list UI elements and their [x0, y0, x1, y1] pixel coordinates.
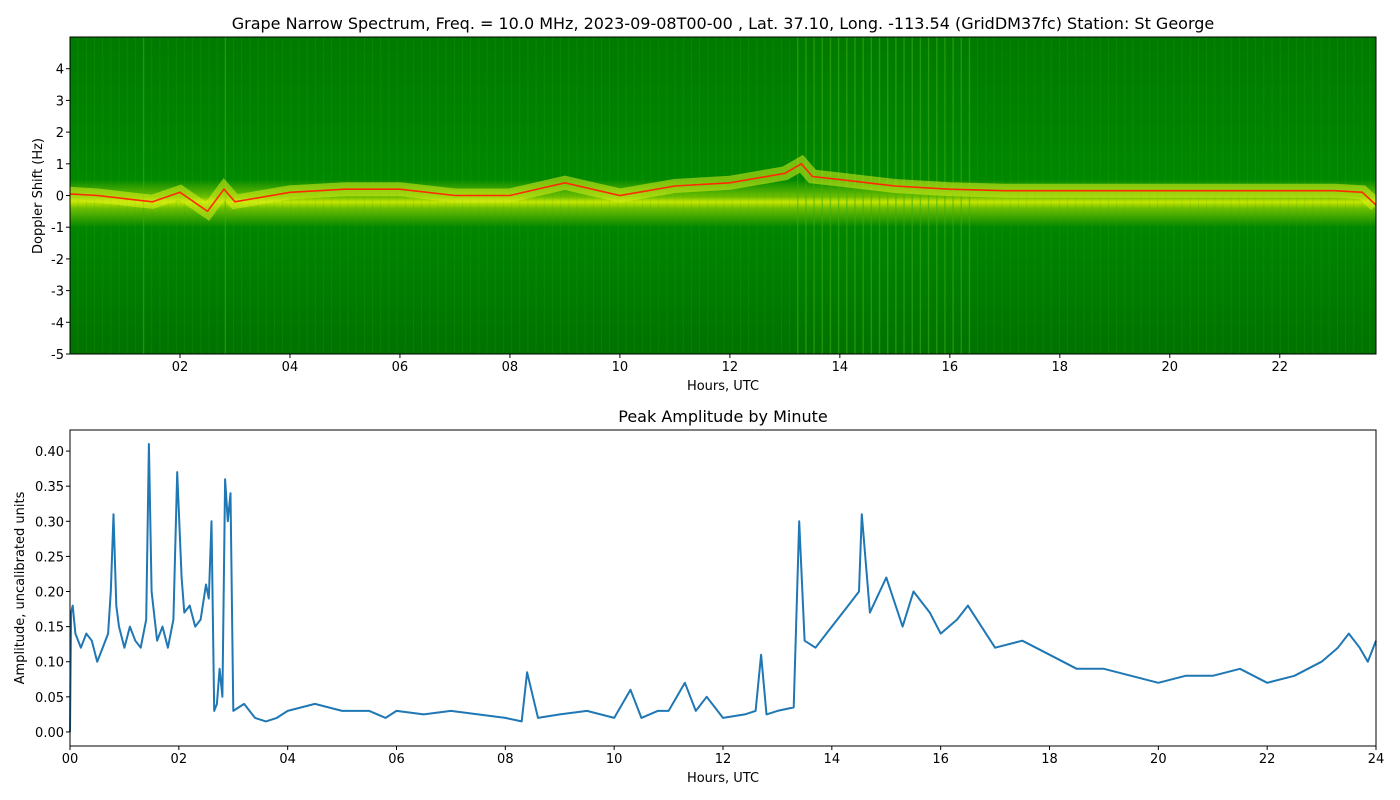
x-tick-label: 06 [388, 752, 405, 767]
x-tick-label: 00 [62, 752, 79, 767]
x-tick-label: 04 [282, 360, 299, 375]
x-tick-label: 16 [932, 752, 949, 767]
x-tick-label: 12 [715, 752, 732, 767]
x-tick-label: 08 [497, 752, 514, 767]
y-tick-label: -5 [51, 348, 64, 363]
spectrogram-panel: Grape Narrow Spectrum, Freq. = 10.0 MHz,… [31, 14, 1377, 394]
x-tick-label: 14 [824, 752, 841, 767]
y-tick-label: 0.15 [35, 621, 64, 636]
x-tick-label: 06 [392, 360, 409, 375]
amplitude-series-line [69, 443, 1377, 733]
x-tick-label: 16 [942, 360, 959, 375]
spectrogram-x-ticks: 02 04 06 08 10 12 14 16 18 20 22 [172, 354, 1288, 375]
y-tick-label: 0.30 [35, 515, 64, 530]
y-tick-label: 0.40 [35, 445, 64, 460]
y-tick-label: 0.35 [35, 480, 64, 495]
x-tick-label: 04 [279, 752, 296, 767]
y-tick-label: 4 [56, 63, 64, 78]
y-tick-label: -3 [51, 285, 64, 300]
x-tick-label: 20 [1162, 360, 1179, 375]
x-tick-label: 18 [1041, 752, 1058, 767]
spectrogram-y-ticks: 4 3 2 1 0 -1 -2 -3 -4 -5 [51, 63, 70, 363]
amplitude-x-ticks: 00 02 04 06 08 10 12 14 16 18 20 22 24 [62, 746, 1385, 767]
x-tick-label: 22 [1271, 360, 1288, 375]
spectrogram-x-label: Hours, UTC [687, 379, 759, 394]
x-tick-label: 10 [612, 360, 629, 375]
x-tick-label: 02 [172, 360, 189, 375]
y-tick-label: -1 [51, 221, 64, 236]
x-tick-label: 14 [832, 360, 849, 375]
x-tick-label: 18 [1052, 360, 1069, 375]
y-tick-label: 0.05 [35, 691, 64, 706]
amplitude-panel: Peak Amplitude by Minute 00 02 04 06 08 10 12 1… [13, 407, 1384, 786]
amplitude-x-label: Hours, UTC [687, 771, 759, 786]
amplitude-title: Peak Amplitude by Minute [618, 407, 828, 426]
x-tick-label: 20 [1150, 752, 1167, 767]
amplitude-plot-area [70, 430, 1376, 746]
y-tick-label: -2 [51, 253, 64, 268]
x-tick-label: 10 [606, 752, 623, 767]
y-tick-label: 0.10 [35, 656, 64, 671]
x-tick-label: 12 [722, 360, 739, 375]
amplitude-y-ticks: 0.00 0.05 0.10 0.15 0.20 0.25 0.30 0.35 0.40 [35, 445, 70, 741]
y-tick-label: 0 [56, 190, 64, 205]
y-tick-label: 0.00 [35, 726, 64, 741]
x-tick-label: 22 [1259, 752, 1276, 767]
y-tick-label: -4 [51, 316, 64, 331]
spectrogram-title: Grape Narrow Spectrum, Freq. = 10.0 MHz,… [232, 14, 1215, 33]
y-tick-label: 1 [56, 158, 64, 173]
peak-doppler-trace [70, 162, 1376, 213]
y-tick-label: 2 [56, 126, 64, 141]
x-tick-label: 08 [502, 360, 519, 375]
amplitude-y-label: Amplitude, uncalibrated units [13, 491, 28, 684]
y-tick-label: 0.20 [35, 586, 64, 601]
y-tick-label: 0.25 [35, 550, 64, 565]
x-tick-label: 24 [1368, 752, 1385, 767]
spectrogram-features [70, 37, 1376, 354]
spectrogram-y-label: Doppler Shift (Hz) [31, 138, 46, 254]
x-tick-label: 02 [171, 752, 188, 767]
y-tick-label: 3 [56, 94, 64, 109]
